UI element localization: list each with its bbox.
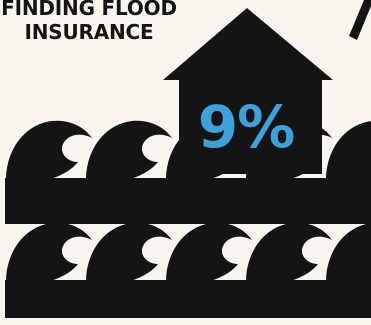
- corner-brush-stroke: [349, 0, 371, 40]
- title-line-1: FINDING FLOOD: [1, 0, 177, 20]
- page-title: FINDING FLOOD INSURANCE: [0, 0, 178, 44]
- title-line-2: INSURANCE: [24, 20, 154, 44]
- stat-percentage: 9%: [197, 93, 295, 161]
- flood-waves-icon: [0, 120, 371, 325]
